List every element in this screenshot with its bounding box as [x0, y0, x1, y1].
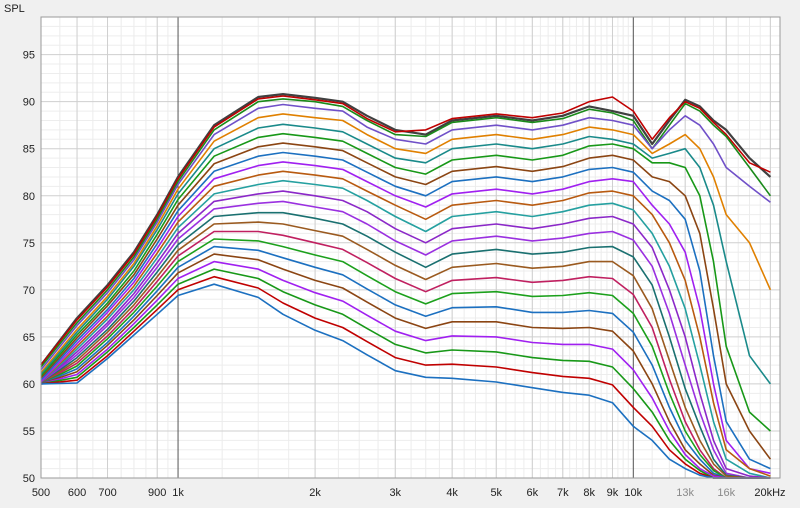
x-tick-label: 7k [557, 487, 569, 499]
series-line [40, 95, 771, 366]
series-line [40, 211, 771, 479]
plot-border [40, 16, 781, 479]
series-line [40, 238, 771, 479]
series-line [40, 260, 771, 479]
series-line [40, 275, 771, 479]
series-line [40, 151, 771, 470]
y-tick-label: 70 [23, 285, 35, 297]
series-line [40, 230, 771, 479]
x-tick-label: 13k [676, 487, 694, 499]
y-tick-label: 90 [23, 97, 35, 109]
series-line [40, 123, 772, 385]
x-tick-label: 600 [68, 487, 86, 499]
x-tick-label: 500 [32, 487, 50, 499]
x-tick-label: 700 [98, 487, 116, 499]
x-tick-label: 20kHz [754, 487, 785, 499]
series-line [40, 283, 771, 479]
x-tick-label: 5k [490, 487, 502, 499]
x-tick-label: 10k [624, 487, 642, 499]
x-tick-label: 2k [309, 487, 321, 499]
series-line [40, 190, 771, 479]
series-line [40, 245, 771, 479]
y-tick-label: 50 [23, 473, 35, 485]
y-tick-label: 85 [23, 144, 35, 156]
x-axis-ticks: 500 600 700 900 1k 2k 3k 4k 5k 6k 7k 8k 9k 10k 13k 16k 2… [32, 487, 786, 499]
series-group [40, 93, 772, 479]
series-line [40, 221, 771, 479]
y-tick-label: 60 [23, 379, 35, 391]
y-tick-label: 65 [23, 332, 35, 344]
series-line [40, 161, 771, 475]
series-line [40, 170, 771, 477]
series-line [40, 142, 772, 460]
series-line [40, 253, 771, 479]
y-tick-label: 95 [23, 50, 35, 62]
x-tick-label: 4k [446, 487, 458, 499]
x-tick-label: 8k [583, 487, 595, 499]
series-line [40, 268, 771, 479]
y-tick-label: 75 [23, 238, 35, 250]
x-tick-label: 16k [717, 487, 735, 499]
x-tick-label: 3k [389, 487, 401, 499]
x-tick-label: 1k [172, 487, 184, 499]
x-tick-label: 6k [526, 487, 538, 499]
series-line [40, 98, 772, 368]
y-tick-label: 55 [23, 426, 35, 438]
series-line [40, 132, 771, 432]
y-axis-label: SPL [4, 3, 25, 15]
series-line [40, 200, 771, 479]
series-line [40, 103, 771, 371]
y-axis-ticks: 50 55 60 65 70 75 80 85 90 95 [23, 50, 35, 485]
series-line [40, 113, 772, 374]
x-tick-label: 900 [148, 487, 166, 499]
series-line [40, 93, 772, 366]
x-tick-label: 9k [607, 487, 619, 499]
y-tick-label: 80 [23, 191, 35, 203]
series-line [40, 179, 771, 479]
